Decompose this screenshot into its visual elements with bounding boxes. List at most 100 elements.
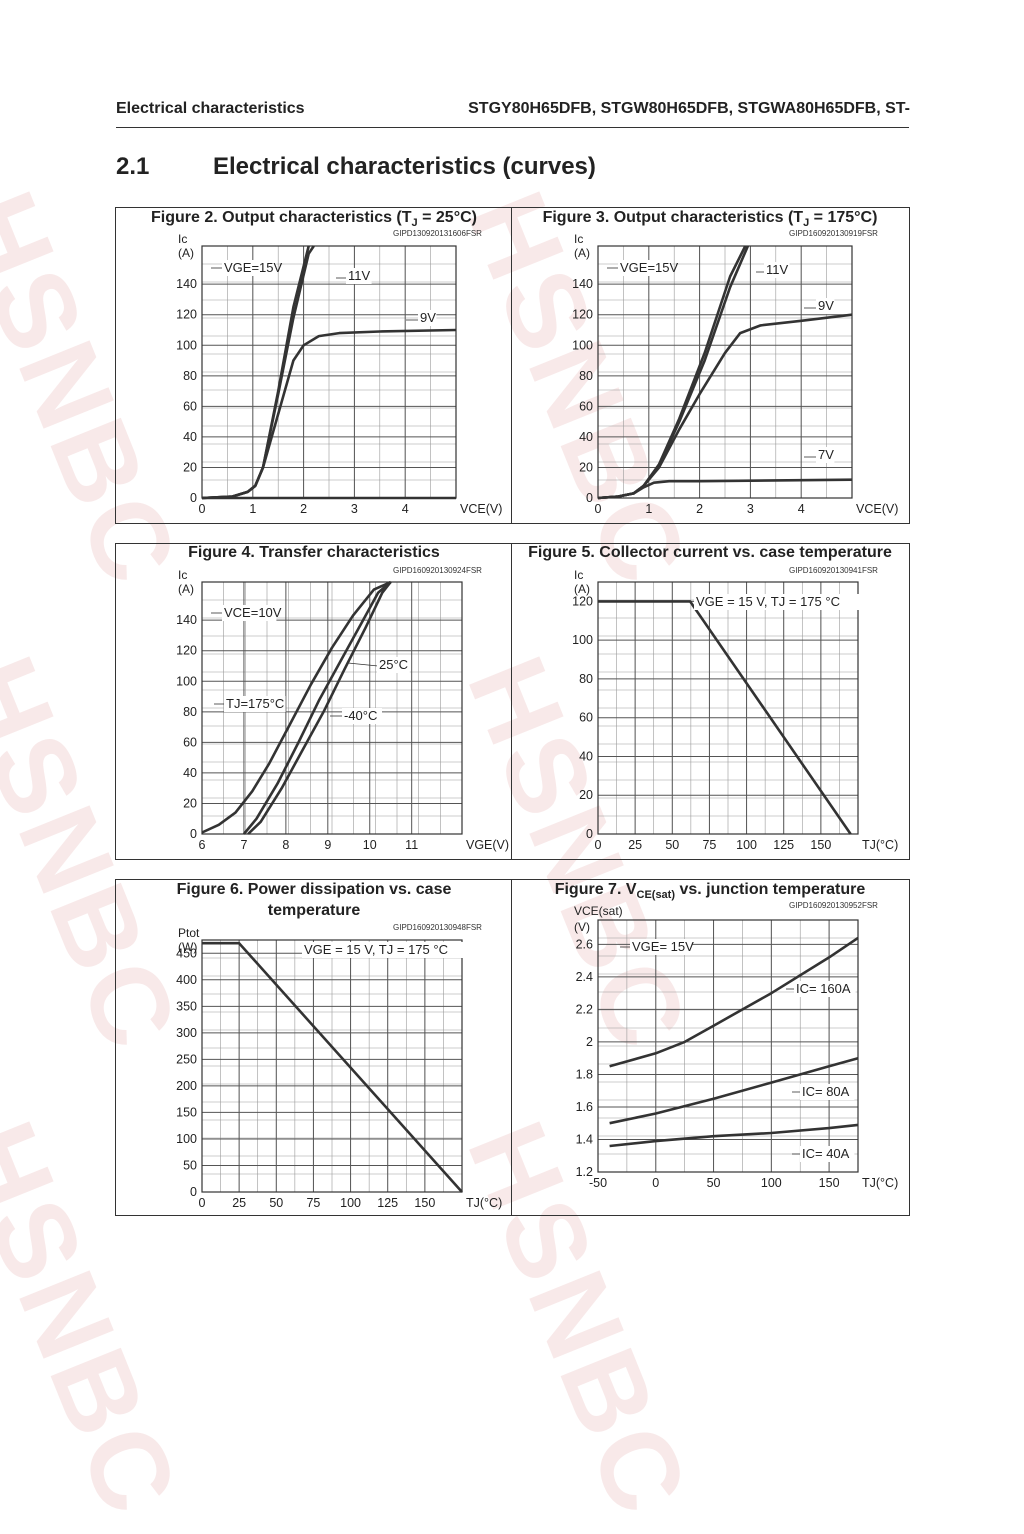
y-axis-label: Ptot (178, 926, 200, 940)
x-axis-label: TJ(°C) (862, 1176, 898, 1190)
figure-5-title: Figure 5. Collector current vs. case tem… (528, 544, 892, 561)
curve-label: 25°C (379, 657, 408, 672)
x-tick-label: 150 (819, 1176, 840, 1190)
y-axis-label: Ic (178, 232, 187, 246)
label-background (800, 1084, 855, 1100)
plot-frame (597, 245, 853, 499)
x-tick-label: 10 (363, 838, 377, 852)
x-tick-label: 0 (652, 1176, 659, 1190)
y-tick-label: 80 (183, 369, 197, 383)
x-tick-label: 100 (340, 1196, 361, 1210)
y-tick-label: 60 (579, 399, 593, 413)
y-tick-label: 120 (176, 308, 197, 322)
y-tick-label: 0 (190, 827, 197, 841)
figure-3-code: GIPD160920130919FSR (789, 229, 878, 238)
y-tick-label: 80 (579, 672, 593, 686)
curve-label: VGE = 15 V, TJ = 175 °C (696, 594, 840, 609)
y-tick-label: 60 (579, 711, 593, 725)
y-tick-label: 140 (176, 277, 197, 291)
y-tick-label: 140 (572, 277, 593, 291)
label-background (346, 268, 372, 284)
x-tick-label: 4 (798, 502, 805, 516)
figure-6-chart: 0 25 50 75 100 125 150 0 50 100 150 200 250 300 350 400… (176, 926, 502, 1210)
y-axis-unit: (A) (574, 246, 590, 260)
label-background (418, 310, 437, 326)
y-tick-label: 0 (190, 491, 197, 505)
y-tick-label: 2.4 (576, 970, 593, 984)
y-tick-label: 20 (183, 796, 197, 810)
y-tick-label: 0 (586, 491, 593, 505)
y-axis-unit: (V) (574, 920, 590, 934)
figure-frame-row-3 (115, 879, 910, 1216)
x-tick-label: 50 (269, 1196, 283, 1210)
plot-frame (597, 581, 859, 835)
y-tick-label: 1.4 (576, 1132, 593, 1146)
x-axis-label: TJ(°C) (862, 838, 898, 852)
x-tick-label: 2 (696, 502, 703, 516)
curve-label: VGE=15V (224, 260, 283, 275)
series-line (201, 328, 457, 500)
x-tick-label: 6 (199, 838, 206, 852)
x-tick-label: 25 (628, 838, 642, 852)
y-tick-label: 2.2 (576, 1002, 593, 1016)
x-tick-label: -50 (589, 1176, 607, 1190)
y-tick-label: 2 (586, 1035, 593, 1049)
series-line (247, 581, 392, 835)
curve-label: VCE=10V (224, 605, 282, 620)
figure-4-title: Figure 4. Transfer characteristics (188, 544, 440, 561)
label-background (222, 605, 277, 621)
y-tick-label: 2.6 (576, 937, 593, 951)
curve-label: 11V (766, 262, 788, 277)
x-tick-label: 0 (595, 502, 602, 516)
series-line (597, 478, 853, 500)
curve-label: VGE=15V (620, 260, 679, 275)
series-line (609, 1056, 859, 1125)
y-tick-label: 200 (176, 1079, 197, 1093)
x-tick-label: 0 (595, 838, 602, 852)
y-tick-label: 100 (572, 633, 593, 647)
curve-label: VGE= 15V (632, 939, 694, 954)
y-axis-unit: (W) (178, 940, 197, 954)
y-tick-label: 1.2 (576, 1165, 593, 1179)
x-tick-label: 2 (300, 502, 307, 516)
plot-frame (597, 919, 859, 1173)
header-left: Electrical characteristics (116, 100, 305, 117)
figure-frame-row-1 (115, 207, 910, 524)
x-tick-label: 0 (199, 1196, 206, 1210)
y-tick-label: 100 (176, 1132, 197, 1146)
figure-frame-row-2 (115, 543, 910, 860)
label-background (377, 657, 410, 673)
y-axis-label: Ic (574, 232, 583, 246)
x-tick-label: 8 (282, 838, 289, 852)
curve-label: -40°C (344, 708, 377, 723)
y-tick-label: 300 (176, 1026, 197, 1040)
y-tick-label: 20 (183, 460, 197, 474)
label-background (694, 594, 864, 610)
x-tick-label: 75 (306, 1196, 320, 1210)
x-tick-label: 50 (707, 1176, 721, 1190)
y-tick-label: 40 (579, 430, 593, 444)
curve-label: TJ=175°C (226, 696, 284, 711)
y-tick-label: 350 (176, 999, 197, 1013)
figure-3-chart: 0 1 2 3 4020406080100120140VCE(V)Ic(A)VGE=15… (572, 232, 898, 516)
series-line (598, 600, 852, 835)
figure-4-code: GIPD160920130924FSR (393, 566, 482, 575)
label-background (800, 1146, 855, 1162)
figure-2-chart: 0 1 2 3 4020406080100120140VCE(V)Ic(A)VGE=15… (176, 232, 502, 516)
section-number: 2.1 (116, 153, 150, 180)
frame-divider (511, 207, 512, 523)
y-tick-label: 60 (183, 399, 197, 413)
series-line (242, 581, 392, 835)
label-background (630, 939, 692, 955)
y-axis-unit: (A) (574, 582, 590, 596)
x-tick-label: 3 (747, 502, 754, 516)
y-tick-label: 80 (183, 705, 197, 719)
x-tick-label: 125 (773, 838, 794, 852)
series-line (609, 1123, 859, 1148)
label-background (816, 298, 835, 314)
figure-7-chart: -50 0 50 100 150 1.2 1.4 1.6 1.8 2 2.2 2.4 2.6 TJ(°C)… (574, 904, 898, 1190)
x-tick-label: 4 (402, 502, 409, 516)
y-tick-label: 60 (183, 735, 197, 749)
frame-divider (511, 543, 512, 859)
x-tick-label: 25 (232, 1196, 246, 1210)
